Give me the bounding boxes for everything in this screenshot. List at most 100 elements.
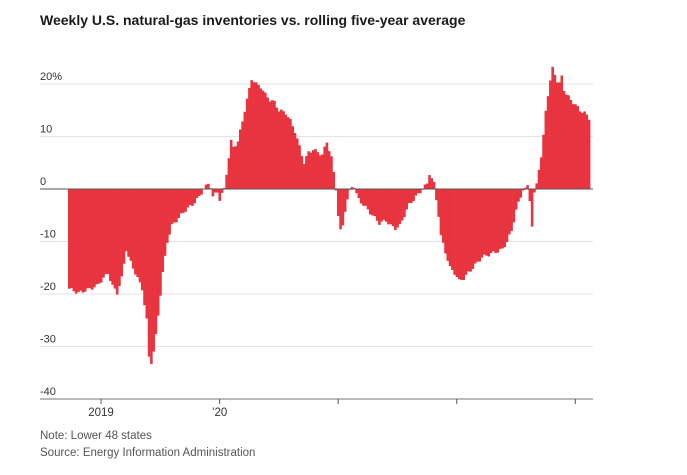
bar (257, 84, 260, 189)
bar (232, 146, 235, 189)
bar (355, 189, 358, 194)
bar (339, 189, 342, 230)
bar (519, 189, 523, 198)
bar (227, 158, 231, 189)
bar (567, 95, 570, 189)
bar (175, 189, 178, 223)
bar (546, 96, 550, 189)
y-tick-label: 20% (40, 71, 62, 83)
bar (382, 189, 386, 220)
bar (120, 189, 124, 277)
y-tick-label: 0 (40, 176, 46, 188)
bar (535, 183, 538, 189)
bar (125, 189, 128, 252)
bar (478, 189, 481, 262)
bar (252, 82, 256, 189)
bar (286, 117, 290, 189)
bar (204, 184, 208, 189)
bar (587, 119, 591, 189)
bar (517, 189, 520, 202)
bar (544, 110, 548, 189)
bar (332, 172, 336, 189)
bar (514, 189, 518, 210)
bar (330, 156, 333, 189)
bar (225, 174, 228, 189)
bar (537, 169, 541, 189)
bar (106, 189, 110, 275)
bar (371, 189, 374, 216)
bar (512, 189, 516, 223)
bar (494, 189, 497, 254)
bar (414, 189, 418, 196)
bar (407, 189, 411, 204)
bar (451, 189, 454, 270)
bar (298, 145, 301, 189)
bar (362, 189, 365, 206)
bar (300, 155, 304, 189)
y-tick-label: 10 (40, 124, 52, 136)
bar (583, 111, 586, 189)
axes (40, 188, 593, 404)
bar (245, 98, 249, 189)
bar (154, 189, 158, 335)
bar (467, 189, 470, 272)
bar (220, 189, 224, 193)
bar (350, 186, 354, 189)
bar (270, 100, 274, 189)
bar (394, 189, 397, 231)
bar (489, 189, 493, 254)
bar (578, 111, 582, 189)
bar (430, 178, 434, 189)
bar (378, 189, 381, 225)
bar (448, 189, 452, 267)
bar (93, 189, 96, 288)
bar (177, 189, 181, 219)
bar (172, 189, 176, 223)
bar (77, 189, 80, 293)
bar (384, 189, 388, 222)
bar (437, 189, 440, 217)
bar (542, 134, 545, 189)
bar (273, 100, 276, 189)
bar (293, 133, 297, 189)
bar (143, 189, 146, 306)
bar (275, 107, 279, 189)
bar (551, 66, 554, 189)
bar (241, 121, 244, 189)
y-tick-label: -40 (40, 386, 56, 398)
bar (446, 189, 450, 261)
bar (560, 75, 564, 189)
bar (104, 189, 108, 275)
bar (118, 189, 121, 287)
bar (471, 189, 475, 269)
bar (115, 189, 119, 295)
bar (403, 189, 406, 218)
bar (259, 88, 263, 189)
bar (576, 106, 580, 189)
bar (416, 189, 420, 194)
bar (140, 189, 144, 291)
bar (569, 100, 573, 189)
y-tick-label: -30 (40, 334, 56, 346)
bar (405, 189, 409, 210)
bar (508, 189, 511, 235)
bar (211, 189, 215, 197)
bar (163, 189, 167, 256)
bar (188, 189, 192, 205)
bar (134, 189, 137, 275)
bar (129, 189, 133, 261)
bar (218, 189, 222, 201)
bar (498, 189, 502, 249)
bar (193, 189, 196, 204)
bar (145, 189, 149, 319)
bar (473, 189, 477, 264)
chart-title: Weekly U.S. natural-gas inventories vs. … (40, 12, 466, 28)
bar (200, 189, 203, 195)
bar (389, 189, 393, 225)
bar (186, 189, 190, 208)
bar (476, 189, 479, 262)
bar (565, 94, 568, 189)
bar (334, 189, 338, 191)
bar (291, 126, 295, 189)
bar (562, 91, 566, 189)
